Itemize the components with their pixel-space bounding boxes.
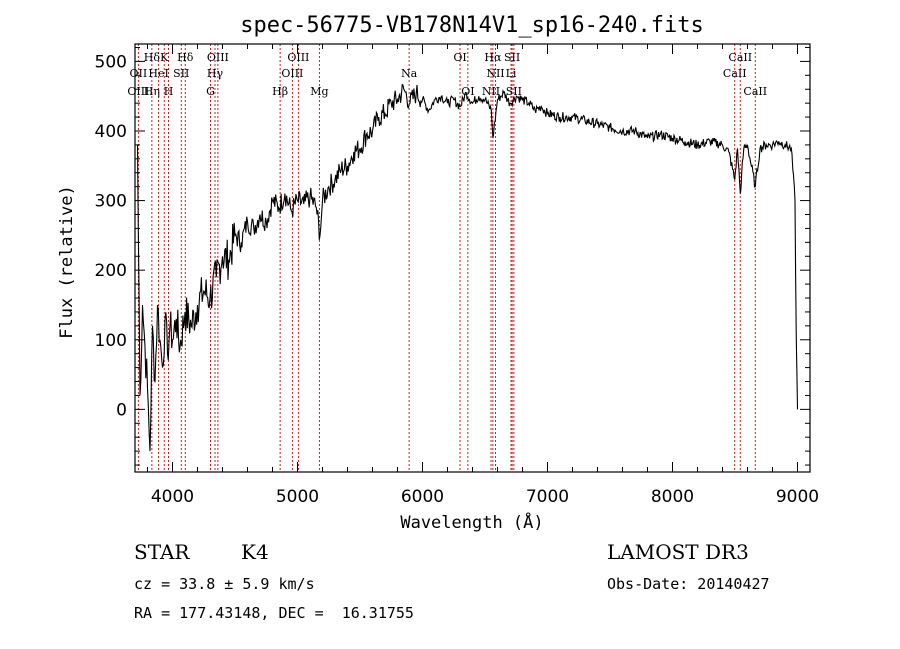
redshift-cz: cz = 33.8 ± 5.9 km/s [134, 575, 315, 593]
spectral-line-label: Mg [310, 85, 328, 98]
x-axis-label: Wavelength (Å) [400, 511, 543, 533]
spectral-line-label: SII [506, 85, 522, 98]
spectral-line-label: OI [453, 51, 466, 64]
spectral-line-label: OIII [127, 85, 149, 98]
y-tick-label: 300 [95, 192, 127, 212]
x-tick-label: 4000 [151, 487, 194, 507]
spectral-line-label: SII [504, 51, 520, 64]
spectral-line-label: CaII [723, 67, 747, 80]
spectral-line-label: OI [461, 85, 474, 98]
y-tick-label: 0 [116, 400, 127, 420]
spectral-line-label: Hδ [144, 51, 161, 64]
spectral-line-label: Hα [484, 51, 502, 64]
spectral-line-label: HeI [148, 67, 168, 80]
spectral-line-label: NII [482, 85, 500, 98]
axis-ticks: 4000 5000 6000 7000 8000 9000 0 100 200 300 400 500 [95, 44, 819, 507]
chart-title: spec-56775-VB178N14V1_sp16-240.fits [240, 13, 704, 38]
object-subclass: K4 [241, 540, 269, 564]
spectral-line-label: Hδ [177, 51, 194, 64]
spectral-line-label: CaII [743, 85, 767, 98]
y-tick-label: 400 [95, 122, 127, 142]
spectral-line-label: Hη [144, 85, 160, 98]
x-tick-label: 7000 [526, 487, 569, 507]
spectral-line-label: Na [401, 67, 418, 80]
x-tick-label: 6000 [401, 487, 444, 507]
spectral-line-label: G [206, 85, 215, 98]
y-axis-label: Flux (relative) [57, 185, 77, 339]
x-tick-label: 5000 [276, 487, 319, 507]
survey-name: LAMOST DR3 [607, 540, 749, 564]
spectral-line-label: OIII [287, 51, 309, 64]
spectral-line-label: Li [506, 67, 517, 80]
spectral-line-label: Hβ [272, 85, 288, 98]
spectral-line-label: K [160, 51, 169, 64]
x-tick-label: 8000 [651, 487, 694, 507]
coordinates: RA = 177.43148, DEC = 16.31755 [134, 604, 414, 622]
spectral-line-label: H [164, 85, 174, 98]
spectral-line-label: OII [130, 67, 148, 80]
x-tick-label: 9000 [776, 487, 819, 507]
object-class: STAR [134, 540, 190, 564]
spectral-line-markers [137, 44, 756, 472]
spectral-line-label: NII [486, 67, 504, 80]
spectral-line-label: Hγ [207, 67, 224, 80]
spectral-line-label: SII [173, 67, 189, 80]
y-tick-label: 200 [95, 261, 127, 281]
spectrum-series-line [136, 83, 799, 452]
observation-date: Obs-Date: 20140427 [607, 575, 770, 593]
spectral-line-label: OIII [281, 67, 303, 80]
y-tick-label: 500 [95, 52, 127, 72]
y-tick-label: 100 [95, 331, 127, 351]
spectral-line-label: CaII [728, 51, 752, 64]
plot-frame [134, 43, 811, 473]
spectral-line-label: OIII [207, 51, 229, 64]
